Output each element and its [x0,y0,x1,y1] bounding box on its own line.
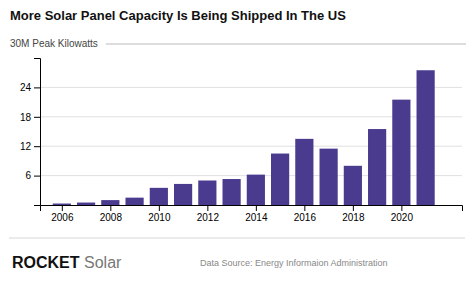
footer-brand-part: ROCKET [12,254,80,271]
bar [392,100,410,205]
x-tick: 2016 [294,205,317,223]
bar [320,149,338,205]
footer-brand: ROCKET Solar [12,254,122,271]
x-tick: 2014 [245,205,268,223]
y-tick-mark [34,176,40,177]
bar [247,175,265,205]
bar [368,129,386,205]
y-tick-label: 18 [20,112,32,123]
x-tick-mark [401,205,402,211]
y-tick: 12 [20,141,40,152]
bar [295,139,313,205]
x-tick: 2018 [342,205,365,223]
y-tick: 24 [20,82,40,93]
bar [77,203,95,205]
bar [198,181,216,206]
grid-line [40,87,462,88]
x-tick-label: 2014 [245,212,268,223]
x-tick-label: 2006 [51,212,74,223]
x-tick-label: 2020 [391,212,414,223]
x-tick: 2006 [51,205,74,223]
label-rule [106,44,466,45]
chart: More Solar Panel Capacity Is Being Shipp… [0,0,474,287]
footer-source: Data Source: Energy Informaion Administr… [200,258,388,268]
x-tick: 2008 [100,205,123,223]
x-tick-label: 2018 [342,212,365,223]
bar [271,154,289,205]
x-axis: 2006 2008 2010 2012 2014 2016 2018 2020 [41,205,463,223]
y-axis-line [34,59,41,206]
bar [417,70,435,205]
x-tick: 2012 [197,205,220,223]
x-tick-label: 2016 [294,212,317,223]
bars [53,70,435,205]
plot: 2006 2008 2010 2012 2014 2016 2018 2020 6 12 18 24 [20,59,463,224]
x-tick-label: 2008 [100,212,123,223]
bar [53,204,71,205]
y-axis-label: 30M Peak Kilowatts [10,38,98,49]
x-tick-mark [353,205,354,211]
y-tick: 6 [25,170,40,181]
x-tick-mark [207,205,208,211]
bar [344,166,362,205]
bar [223,179,241,205]
x-axis-line [41,206,463,212]
y-tick-mark [34,87,40,88]
x-tick: 2020 [391,205,414,223]
y-tick-label: 24 [20,82,32,93]
bar [150,188,168,205]
x-tick-mark [62,205,63,211]
y-tick-label: 12 [20,141,32,152]
x-tick-mark [159,205,160,211]
y-axis: 6 12 18 24 [20,59,41,206]
footer-rule [9,238,465,239]
x-tick-mark [256,205,257,211]
y-tick-mark [34,146,40,147]
x-tick-mark [304,205,305,211]
bar [101,200,119,205]
y-tick: 18 [20,112,40,123]
footer-brand-part: Solar [80,254,122,271]
x-tick: 2010 [148,205,171,223]
y-tick-mark [34,117,40,118]
y-tick-label: 6 [25,170,31,181]
x-tick-label: 2010 [148,212,171,223]
x-tick-mark [110,205,111,211]
bar [174,184,192,205]
x-tick-label: 2012 [197,212,220,223]
bar [125,198,143,205]
title: More Solar Panel Capacity Is Being Shipp… [10,8,346,23]
